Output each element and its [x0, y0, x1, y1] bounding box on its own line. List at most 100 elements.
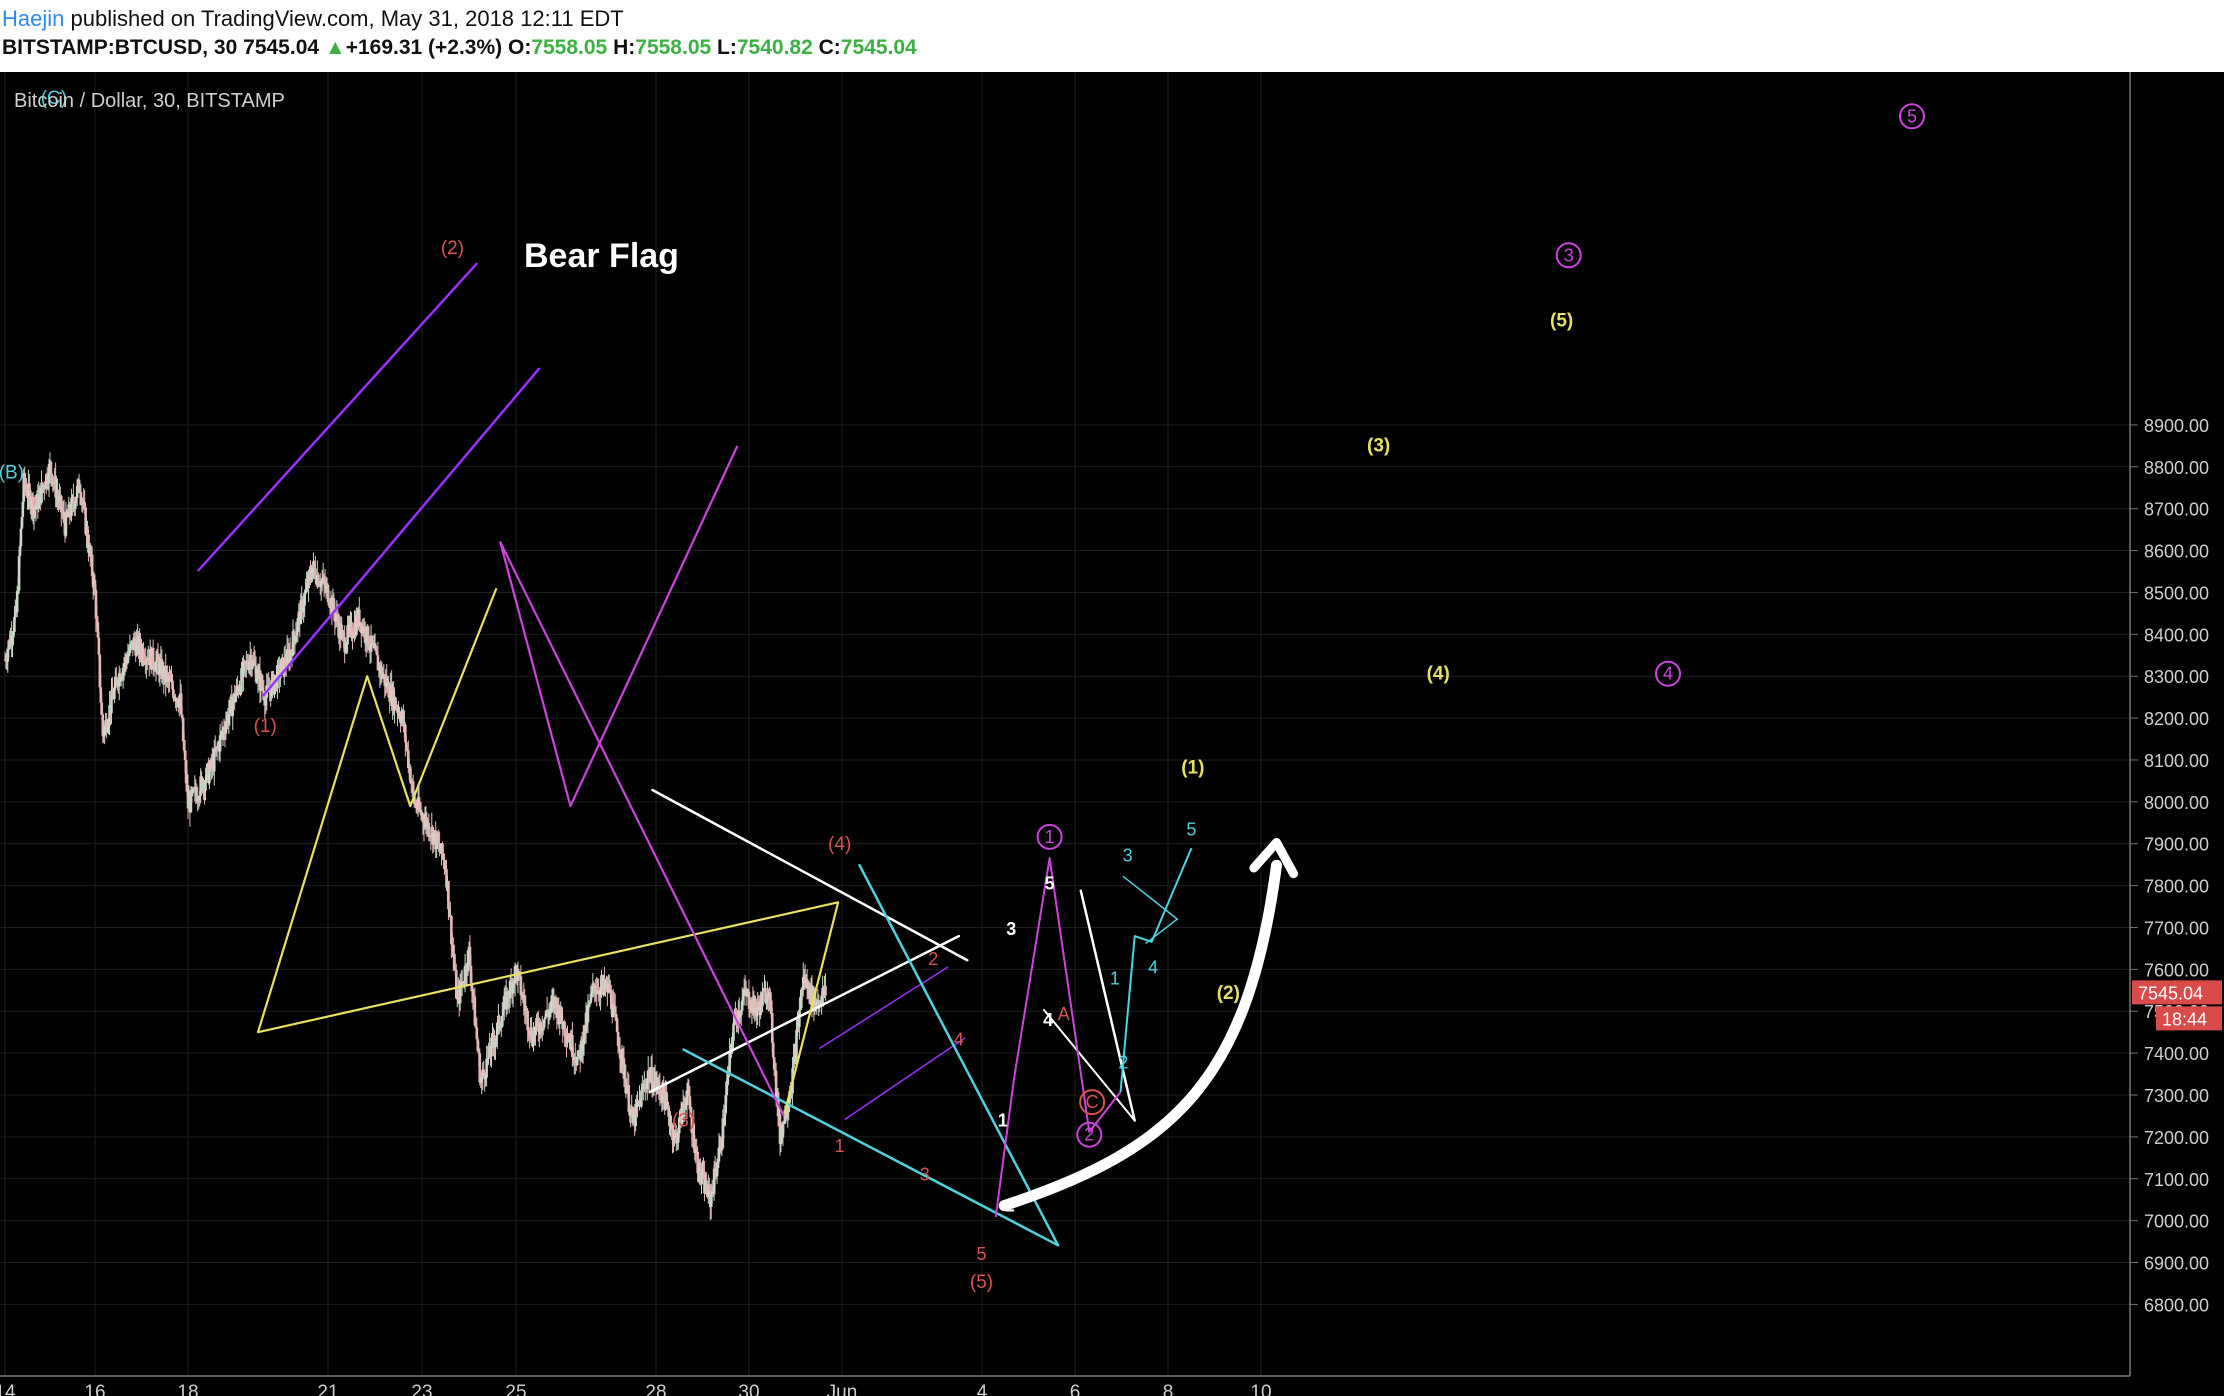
candle-body: [581, 1044, 585, 1055]
candle-body: [824, 985, 827, 996]
wave-label-text: (1): [1181, 757, 1204, 778]
candle-body: [40, 482, 43, 503]
candle-body: [765, 1000, 768, 1003]
candle-body: [278, 665, 281, 679]
candle-body: [498, 1015, 501, 1029]
candle-body: [222, 729, 226, 733]
candle-body: [506, 991, 510, 999]
ohlc-line: BITSTAMP:BTCUSD, 30 7545.04 ▲+169.31 (+2…: [2, 36, 917, 60]
candle-body: [242, 662, 245, 677]
candle-body: [530, 1027, 533, 1044]
candle-body: [489, 1055, 492, 1057]
candle-body: [183, 750, 187, 761]
candle-body: [333, 611, 337, 622]
candle-body: [165, 673, 168, 683]
white-wave-line-b: [1042, 1008, 1136, 1122]
candle-body: [19, 528, 23, 547]
candle-body: [18, 546, 22, 556]
x-tick-label: 8: [1163, 1382, 1174, 1396]
candle-body: [340, 630, 344, 640]
candle-body: [314, 568, 317, 580]
candle-body: [500, 1016, 504, 1027]
y-tick-label: 7100.00: [2144, 1170, 2209, 1190]
candle-body: [589, 993, 593, 1003]
candle-body: [762, 988, 765, 992]
candle-body: [668, 1116, 671, 1127]
candle-body: [405, 742, 408, 747]
wave-label-text: 1: [835, 1136, 845, 1156]
candle-body: [253, 662, 257, 666]
candle-body: [28, 483, 31, 491]
candle-body: [180, 714, 184, 719]
candle-body: [366, 626, 370, 647]
candle-body: [62, 512, 66, 524]
wave-label: C: [1079, 1089, 1106, 1116]
wave-label-text: 4: [1148, 957, 1158, 977]
projection-magenta: [499, 445, 785, 1117]
flag-upper-line: [197, 262, 478, 572]
x-tick-label: Jun: [827, 1382, 858, 1396]
author-link[interactable]: Haejin: [2, 6, 65, 31]
candle-body: [74, 502, 77, 509]
candle-body: [276, 665, 279, 689]
candle-body: [118, 673, 122, 682]
candle-body: [83, 501, 86, 508]
candle-body: [280, 661, 283, 673]
candle-body: [525, 1008, 528, 1011]
candle-body: [49, 461, 53, 474]
candle-body: [755, 1010, 759, 1017]
price-chart[interactable]: (C)(B)(2)(1)(3)(4)(5)51234AC12345(1)(2)(…: [0, 72, 2224, 1396]
candle-body: [13, 617, 16, 633]
candle-body: [470, 982, 474, 989]
wave-label: (1): [254, 716, 277, 737]
wave-label: (5): [970, 1272, 993, 1293]
y-tick-label: 8400.00: [2144, 625, 2209, 645]
candle-body: [502, 997, 506, 1010]
wedge-lower-line: [682, 1048, 1060, 1247]
candle-body: [475, 1027, 479, 1040]
candle-body: [667, 1105, 670, 1117]
candle-body: [468, 946, 472, 966]
wave-label: 3: [1555, 242, 1582, 269]
candle-body: [778, 1113, 782, 1144]
candle-body: [294, 635, 298, 643]
candle-body: [429, 836, 433, 838]
candle-body: [255, 679, 259, 682]
candle-body: [419, 809, 423, 815]
candle-body: [113, 687, 116, 699]
wave-label-text: 3: [1123, 845, 1133, 865]
time-axis[interactable]: 14 16 18 21 23 25 28 30 Jun 4 6 8 10: [0, 1375, 2130, 1396]
x-tick-label: 28: [645, 1382, 666, 1396]
candle-body: [6, 649, 10, 662]
candle-body: [427, 823, 431, 837]
candle-body: [182, 740, 186, 751]
x-tick-label: 16: [84, 1382, 105, 1396]
candle-body: [586, 1007, 590, 1023]
candle-body: [23, 473, 26, 486]
candle-body: [99, 687, 103, 703]
candle-body: [785, 1113, 789, 1118]
wave-label: 4: [1043, 1010, 1053, 1030]
candle-body: [93, 580, 97, 590]
candle-body: [597, 989, 600, 994]
wave-label: 2: [1076, 1121, 1103, 1148]
candle-body: [507, 998, 511, 1000]
candle-body: [655, 1085, 659, 1089]
candle-body: [98, 654, 102, 688]
candle-body: [309, 572, 312, 578]
candle-body: [122, 664, 126, 668]
candle-body: [414, 802, 418, 809]
candle-body: [411, 781, 415, 792]
wave-label: (2): [441, 238, 464, 259]
candle-body: [540, 1028, 544, 1031]
candle-body: [519, 976, 523, 996]
candle-body: [672, 1138, 675, 1140]
price-axis-bg: [2130, 72, 2224, 1396]
price-axis[interactable]: 8900.00 8800.00 8700.00 8600.00 8500.00 8400.…: [2129, 72, 2224, 1396]
candle-body: [346, 625, 349, 645]
candle-body: [448, 909, 451, 917]
candle-body: [476, 1039, 480, 1052]
y-tick-label: 8100.00: [2144, 751, 2209, 771]
candle-body: [442, 856, 445, 861]
candle-body: [34, 506, 38, 510]
